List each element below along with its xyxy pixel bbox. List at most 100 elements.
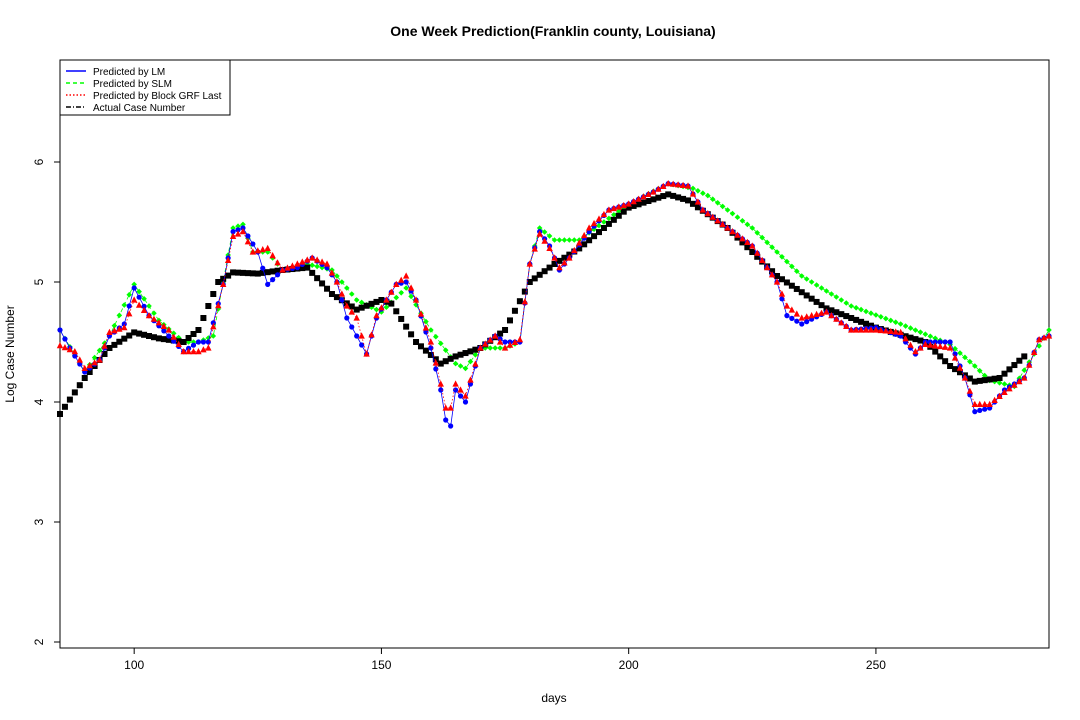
data-point-grf: [210, 323, 217, 330]
data-point-actual: [309, 269, 316, 276]
data-point-lm: [438, 387, 444, 393]
data-point-lm: [977, 407, 983, 413]
data-point-grf: [620, 201, 627, 209]
data-point-grf: [472, 360, 479, 367]
data-point-grf: [689, 190, 697, 197]
data-point-actual: [497, 330, 504, 337]
data-point-actual: [576, 245, 583, 252]
data-point-actual: [86, 369, 93, 375]
data-point-slm: [492, 345, 498, 351]
data-point-slm: [146, 303, 152, 309]
data-point-grf: [561, 259, 568, 266]
data-point-grf: [160, 322, 168, 329]
data-point-lm: [804, 319, 810, 325]
legend-label-actual: Actual Case Number: [93, 103, 186, 114]
data-point-slm: [433, 333, 439, 340]
data-point-actual: [150, 334, 157, 341]
data-point-grf: [442, 404, 449, 411]
data-point-grf: [145, 312, 153, 319]
data-point-grf: [457, 386, 464, 393]
data-point-slm: [902, 323, 909, 329]
data-point-actual: [368, 300, 375, 307]
data-point-actual: [210, 291, 217, 297]
data-point-actual: [225, 272, 232, 279]
series-actual-case-number: [57, 191, 1028, 417]
data-point-grf: [229, 232, 237, 239]
data-point-slm: [358, 299, 365, 306]
data-point-actual: [373, 298, 380, 305]
data-point-grf: [96, 356, 103, 363]
data-point-grf: [749, 242, 756, 249]
data-point-actual: [675, 194, 682, 201]
data-point-actual: [952, 366, 959, 373]
data-point-lm: [349, 324, 355, 330]
data-point-actual: [363, 302, 370, 309]
data-point-actual: [516, 298, 523, 305]
data-point-actual: [848, 315, 855, 321]
data-point-grf: [650, 188, 657, 195]
data-point-actual: [526, 279, 533, 285]
data-point-slm: [764, 239, 770, 246]
data-point-slm: [314, 263, 320, 270]
data-point-actual: [833, 309, 840, 316]
data-point-slm: [853, 305, 859, 311]
data-point-grf: [1035, 336, 1043, 343]
data-point-actual: [521, 288, 528, 295]
y-tick-label: 2: [32, 638, 46, 645]
data-point-grf: [407, 284, 415, 291]
data-point-grf: [264, 244, 271, 251]
data-point-grf: [348, 308, 355, 315]
data-point-grf: [655, 185, 662, 192]
data-point-slm: [897, 321, 904, 327]
data-point-grf: [259, 246, 266, 253]
data-point-actual: [259, 269, 266, 276]
data-point-grf: [412, 296, 420, 303]
data-point-actual: [551, 261, 558, 267]
data-point-slm: [611, 212, 617, 218]
data-point-slm: [309, 262, 315, 268]
data-point-slm: [136, 288, 142, 295]
data-point-lm: [799, 321, 805, 327]
data-point-actual: [680, 195, 687, 202]
data-point-actual: [467, 348, 474, 355]
data-point-actual: [625, 204, 632, 211]
data-point-slm: [749, 225, 756, 231]
y-axis: 2 3 4 5 6: [32, 158, 60, 645]
data-point-grf: [378, 304, 385, 311]
data-point-actual: [976, 377, 983, 384]
x-axis: 100 150 200 250: [124, 648, 886, 672]
data-point-slm: [858, 306, 864, 313]
data-point-actual: [413, 339, 420, 345]
data-point-lm: [250, 241, 256, 247]
data-point-slm: [457, 363, 464, 369]
data-point-actual: [937, 353, 944, 360]
data-point-grf: [912, 348, 919, 355]
data-point-grf: [838, 319, 845, 326]
data-point-slm: [428, 327, 434, 333]
data-point-grf: [1045, 332, 1053, 339]
legend-item-lm: Predicted by LM: [66, 67, 165, 78]
data-point-grf: [1011, 381, 1018, 388]
data-point-slm: [126, 291, 133, 298]
data-point-lm: [126, 303, 132, 309]
data-point-actual: [274, 267, 281, 274]
series-line-predicted-by-block-grf-last: [59, 183, 1050, 409]
data-point-slm: [759, 234, 765, 241]
data-point-grf: [101, 342, 108, 349]
data-point-slm: [210, 333, 217, 339]
data-point-lm: [245, 233, 251, 239]
data-point-lm: [982, 406, 988, 412]
data-point-actual: [452, 353, 459, 360]
data-point-grf: [937, 342, 944, 350]
data-point-grf: [66, 346, 74, 353]
y-tick-label: 4: [32, 398, 46, 405]
data-point-grf: [605, 206, 613, 213]
data-point-lm: [932, 339, 938, 345]
data-point-grf: [961, 374, 969, 381]
data-point-grf: [135, 301, 143, 308]
data-point-lm: [428, 345, 434, 351]
y-tick-label: 3: [32, 518, 46, 525]
data-point-slm: [596, 222, 602, 229]
data-point-grf: [81, 364, 88, 371]
data-point-grf: [709, 213, 716, 220]
